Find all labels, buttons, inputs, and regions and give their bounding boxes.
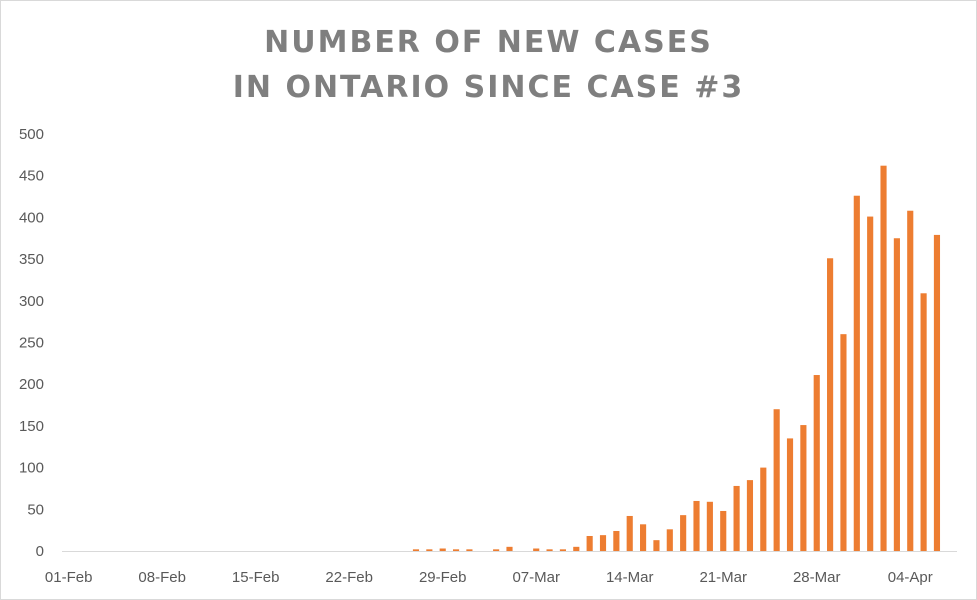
bar xyxy=(412,549,420,551)
x-tick-label: 22-Feb xyxy=(325,569,373,586)
x-tick-label: 08-Feb xyxy=(138,569,186,586)
y-tick-label: 500 xyxy=(19,126,44,143)
bar xyxy=(720,510,727,551)
bar xyxy=(653,540,660,551)
bar xyxy=(706,501,713,551)
bar xyxy=(546,549,553,551)
x-tick-label: 04-Apr xyxy=(888,569,933,586)
x-tick-label: 21-Mar xyxy=(699,569,747,586)
y-tick-label: 50 xyxy=(27,501,44,518)
bar xyxy=(573,546,580,551)
bar xyxy=(840,334,847,551)
bar xyxy=(599,535,607,551)
bar xyxy=(466,549,473,551)
bar xyxy=(559,549,566,551)
bar xyxy=(907,210,914,552)
bar xyxy=(426,549,433,551)
bar xyxy=(827,258,834,551)
bar-series xyxy=(412,165,941,552)
bar xyxy=(853,195,860,551)
x-tick-label: 29-Feb xyxy=(419,569,467,586)
bar xyxy=(640,524,647,551)
chart-title-line-2: IN ONTARIO SINCE CASE #3 xyxy=(232,70,745,105)
bar xyxy=(493,549,500,551)
x-tick-label: 28-Mar xyxy=(793,569,841,586)
x-tick-label: 14-Mar xyxy=(606,569,654,586)
y-tick-label: 0 xyxy=(36,543,44,560)
bar xyxy=(733,485,740,551)
bar xyxy=(586,535,593,551)
bar xyxy=(452,549,460,551)
bar xyxy=(746,480,754,551)
y-tick-label: 300 xyxy=(19,293,44,310)
y-tick-label: 400 xyxy=(19,209,44,226)
bar xyxy=(693,500,700,551)
y-tick-label: 350 xyxy=(19,251,44,268)
bar xyxy=(800,425,807,551)
bar xyxy=(933,234,941,551)
bar xyxy=(760,467,767,551)
y-axis: 0 50 100 150 200 250 300 350 400 450 500 xyxy=(19,126,44,560)
bar xyxy=(880,165,887,551)
y-tick-label: 250 xyxy=(19,335,44,352)
bar xyxy=(666,529,673,551)
y-tick-label: 200 xyxy=(19,376,44,393)
x-axis: 01-Feb 08-Feb 15-Feb 22-Feb 29-Feb 07-Mar 14-M… xyxy=(45,569,933,586)
y-tick-label: 150 xyxy=(19,418,44,435)
y-tick-label: 450 xyxy=(19,168,44,185)
chart-title-line-1: NUMBER OF NEW CASES xyxy=(264,25,713,60)
x-tick-label: 01-Feb xyxy=(45,569,93,586)
bar xyxy=(506,546,513,551)
bar xyxy=(613,530,620,551)
bar xyxy=(786,438,794,551)
bar xyxy=(626,515,633,551)
bar xyxy=(813,375,820,551)
bar xyxy=(893,238,900,551)
bar xyxy=(867,216,874,551)
bar xyxy=(680,515,687,551)
x-tick-label: 15-Feb xyxy=(232,569,280,586)
y-tick-label: 100 xyxy=(19,460,44,477)
bar xyxy=(773,409,780,551)
x-tick-label: 07-Mar xyxy=(512,569,560,586)
bar xyxy=(920,293,927,551)
bar xyxy=(533,548,540,551)
bar xyxy=(439,548,446,551)
